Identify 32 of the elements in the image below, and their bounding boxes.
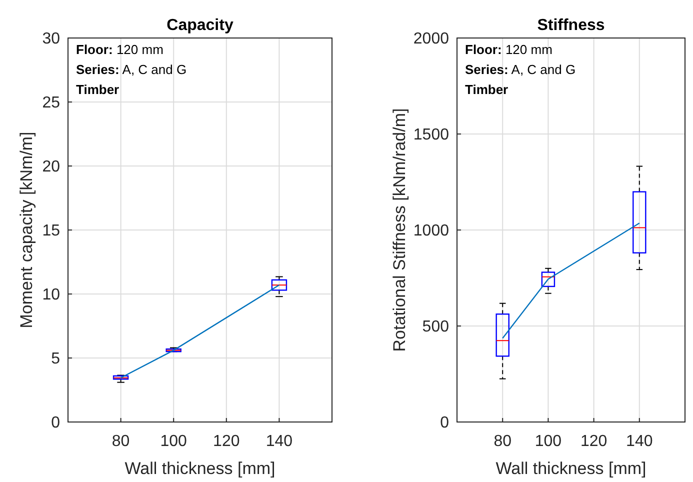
y-tick-label: 25 (42, 94, 60, 112)
y-tick-label: 1500 (413, 126, 450, 144)
y-tick-label: 15 (42, 222, 60, 240)
x-axis-title: Wall thickness [mm] (496, 459, 646, 478)
annotation: Series: A, C and G (465, 62, 576, 77)
y-axis-title: Rotational Stiffness [kNm/rad/m] (390, 108, 409, 352)
x-tick-label: 80 (112, 433, 130, 450)
y-tick-label: 1000 (413, 222, 450, 240)
y-tick-label: 30 (42, 30, 60, 48)
y-tick-label: 5 (51, 350, 60, 368)
x-tick-label: 100 (534, 433, 562, 450)
annotation: Floor: 120 mm (76, 42, 164, 57)
x-tick-label: 80 (494, 433, 512, 450)
annotation: Timber (465, 82, 508, 97)
y-tick-label: 10 (42, 286, 60, 304)
x-axis-title: Wall thickness [mm] (124, 459, 276, 478)
x-tick-label: 120 (213, 433, 240, 450)
x-tick-label: 100 (160, 433, 188, 450)
annotation: Floor: 120 mm (465, 42, 552, 57)
y-tick-label: 0 (51, 414, 60, 432)
x-tick-label: 120 (580, 433, 608, 450)
x-tick-label: 140 (266, 433, 293, 450)
y-tick-label: 2000 (413, 30, 450, 48)
x-tick-label: 140 (626, 433, 653, 450)
annotation: Timber (76, 82, 120, 97)
chart-title: Stiffness (537, 17, 605, 34)
y-axis-title: Moment capacity [kNm/m] (17, 132, 36, 328)
annotation: Series: A, C and G (76, 62, 187, 77)
y-tick-label: 0 (440, 414, 450, 432)
chart-title: Capacity (166, 17, 234, 34)
y-tick-label: 20 (42, 158, 60, 176)
y-tick-label: 500 (422, 318, 450, 336)
